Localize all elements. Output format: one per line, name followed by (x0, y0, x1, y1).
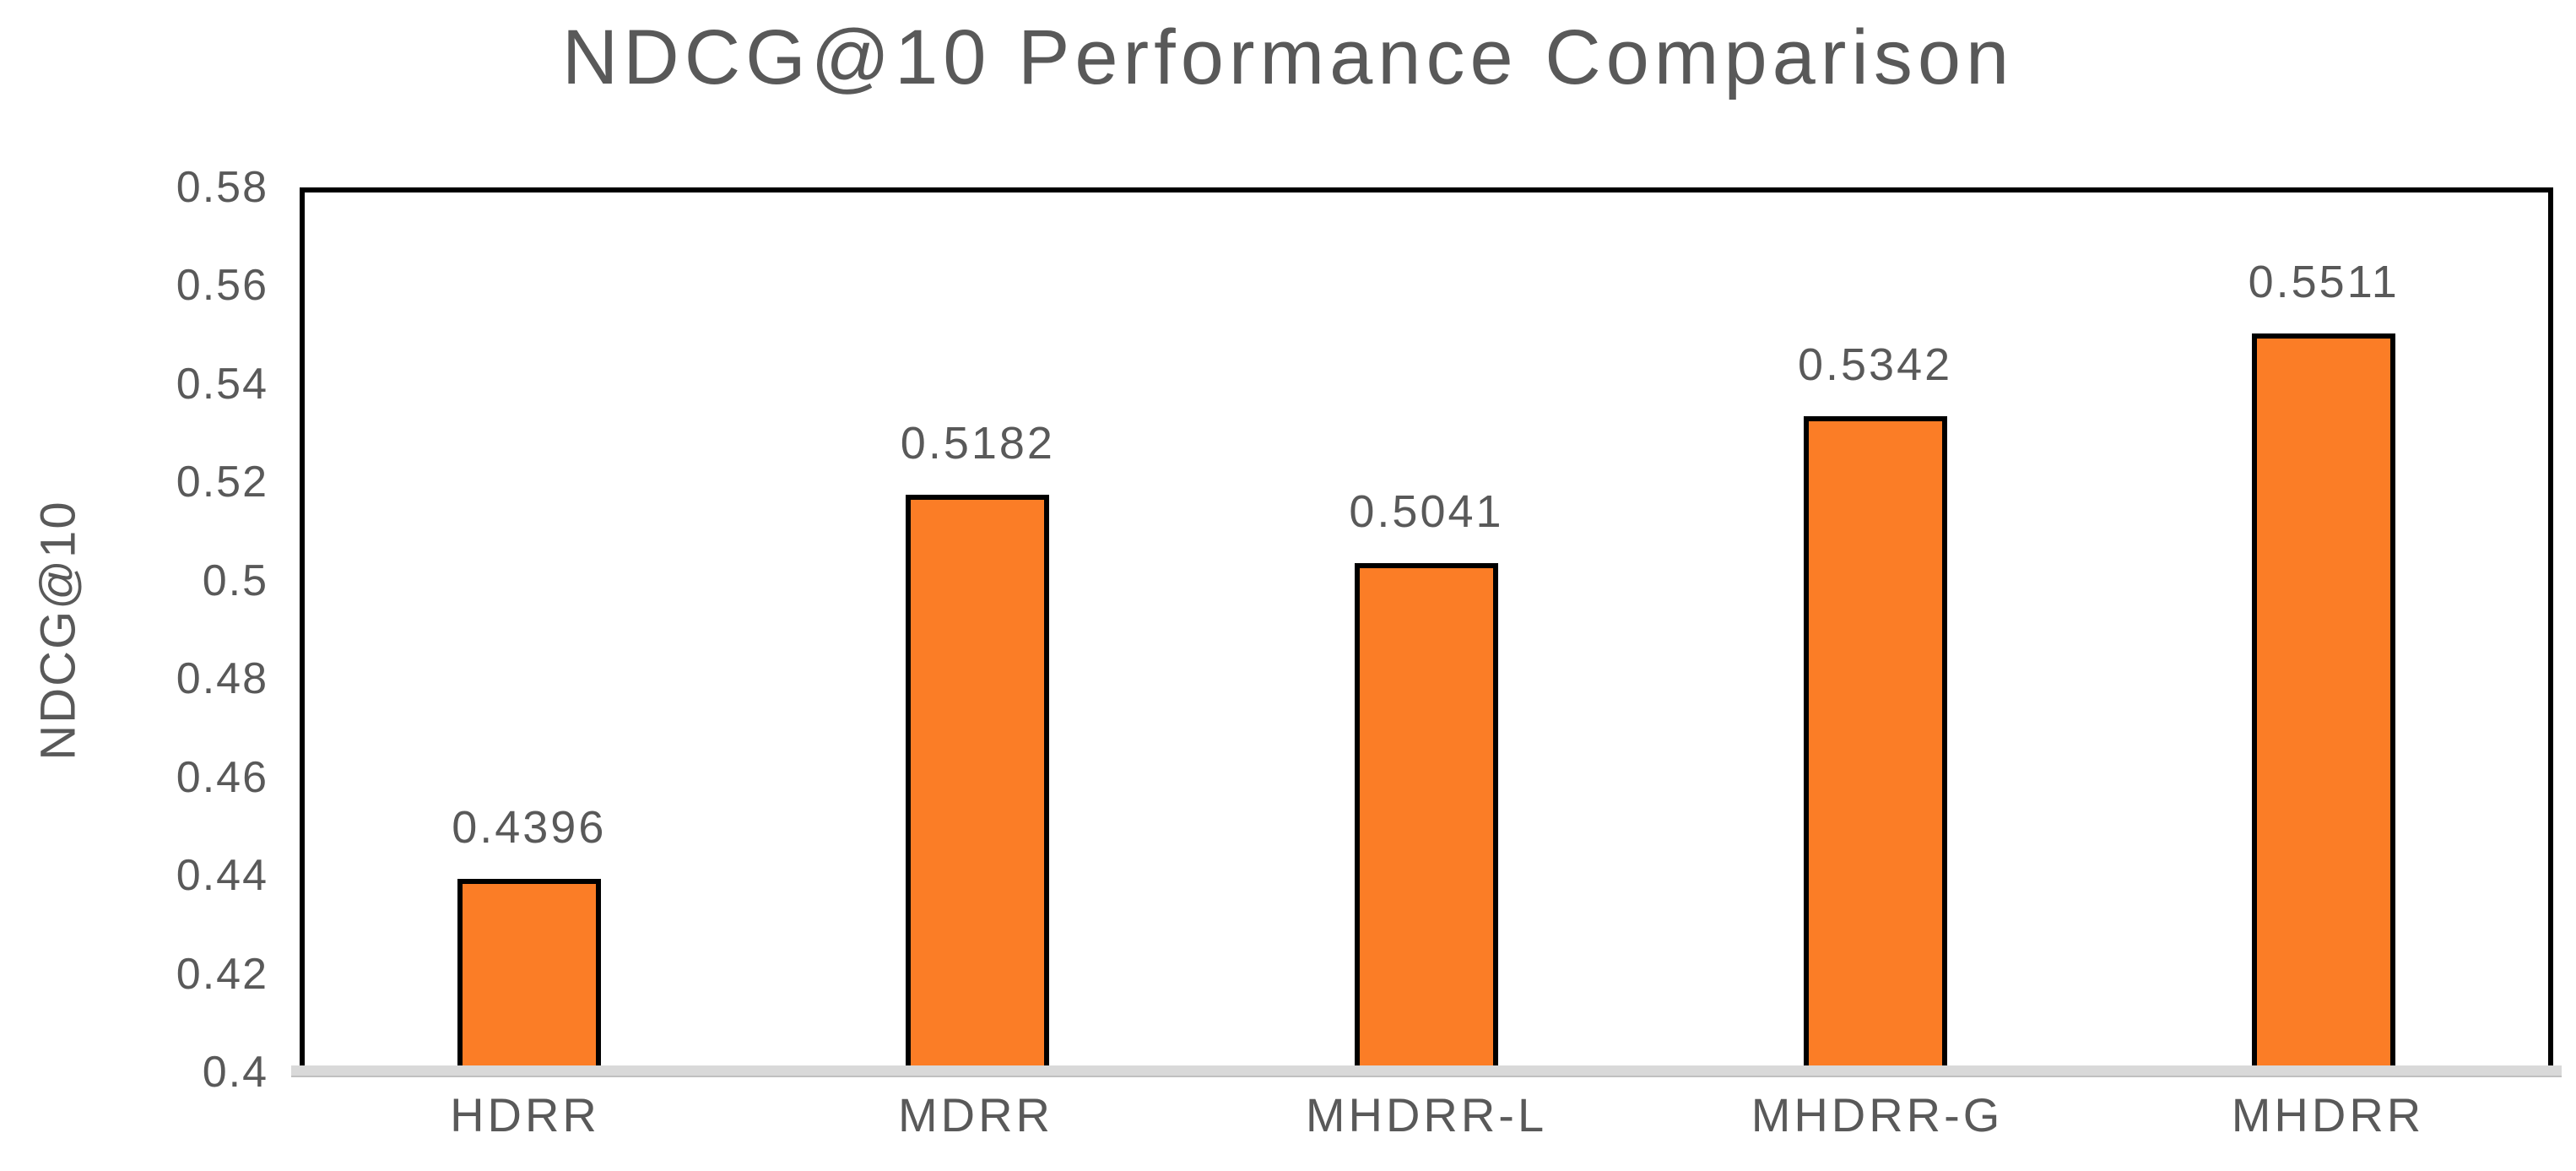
bar-value-label: 0.5182 (900, 417, 1055, 469)
y-tick-label: 0.54 (176, 359, 268, 409)
x-category-label: MHDRR (2231, 1088, 2425, 1141)
y-tick-label: 0.52 (176, 458, 268, 507)
bar (906, 494, 1050, 1072)
plot-area: 0.4396 0.5182 0.5041 0.5342 0.5511 (291, 187, 2562, 1077)
y-axis-tick-labels: 0.58 0.56 0.54 0.52 0.5 0.48 0.46 0.44 0… (0, 163, 268, 1097)
y-tick-label: 0.46 (176, 752, 268, 802)
y-tick-label: 0.56 (176, 261, 268, 311)
bar-value-label: 0.5511 (2248, 257, 2400, 308)
bar (457, 878, 601, 1072)
x-category-label: MHDRR-L (1305, 1088, 1548, 1141)
x-category-label: HDRR (450, 1088, 600, 1141)
bar-group: 0.5041 (1202, 192, 1651, 1072)
y-tick-label: 0.58 (176, 163, 268, 212)
bar-group: 0.5342 (1651, 192, 2100, 1072)
x-category-label: MDRR (898, 1088, 1053, 1141)
bar-group: 0.4396 (305, 192, 754, 1072)
bar (1803, 416, 1947, 1072)
y-tick-label: 0.5 (202, 556, 268, 605)
bar-group: 0.5182 (754, 192, 1203, 1072)
bar (1354, 563, 1499, 1072)
y-tick-label: 0.4 (202, 1048, 268, 1097)
y-tick-label: 0.48 (176, 654, 268, 704)
y-tick-label: 0.42 (176, 949, 268, 999)
bar (2252, 333, 2396, 1072)
bar-group: 0.5511 (2099, 192, 2548, 1072)
y-tick-label: 0.44 (176, 851, 268, 901)
x-axis-category-labels: HDRR MDRR MHDRR-L MHDRR-G MHDRR (300, 1087, 2553, 1142)
x-category-label: MHDRR-G (1751, 1088, 2004, 1141)
bar-value-label: 0.5041 (1349, 486, 1504, 538)
bar-value-label: 0.5342 (1797, 339, 1953, 391)
bar-value-label: 0.4396 (452, 801, 607, 853)
chart-title: NDCG@10 Performance Comparison (561, 14, 2015, 100)
x-axis-line (291, 1065, 2562, 1077)
